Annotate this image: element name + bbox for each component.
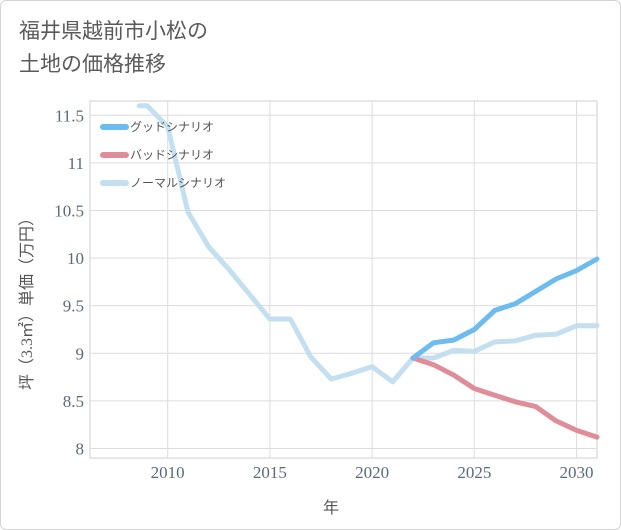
series-lines (136, 103, 600, 440)
series-line-1 (410, 355, 600, 440)
legend-label-1: バッドシナリオ (130, 148, 214, 162)
x-tick-label-2025: 2025 (457, 463, 491, 482)
series-line-0 (410, 256, 600, 361)
y-tick-label-10: 10 (67, 249, 84, 268)
series-line-2 (136, 103, 600, 385)
y-tick-label-9: 9 (76, 344, 85, 363)
y-tick-label-11-5: 11.5 (55, 106, 84, 125)
y-tick-label-8-5: 8.5 (63, 392, 84, 411)
legend-label-2: ノーマルシナリオ (130, 176, 226, 190)
y-tick-label-10-5: 10.5 (54, 201, 84, 220)
x-tick-label-2020: 2020 (355, 463, 389, 482)
x-axis-title: 年 (323, 499, 339, 517)
x-tick-label-2030: 2030 (560, 463, 594, 482)
y-tick-label-8: 8 (76, 439, 85, 458)
chart-title-line-1: 福井県越前市小松の (19, 19, 208, 43)
legend-label-0: グッドシナリオ (130, 120, 214, 134)
y-tick-label-11: 11 (68, 154, 84, 173)
chart-title-line-2: 土地の価格推移 (19, 52, 166, 76)
y-axis-ticks: 8 8.5 9 9.5 10 10.5 11 11.5 (54, 106, 84, 458)
y-axis-title: 坪（3.3㎡）単価（万円） (18, 210, 36, 390)
x-axis-ticks: 2010 2015 2020 2025 2030 (151, 463, 594, 482)
x-tick-label-2010: 2010 (151, 463, 185, 482)
x-tick-label-2015: 2015 (253, 463, 287, 482)
chart-title: 福井県越前市小松の 土地の価格推移 (19, 15, 208, 81)
y-tick-label-9-5: 9.5 (63, 297, 84, 316)
